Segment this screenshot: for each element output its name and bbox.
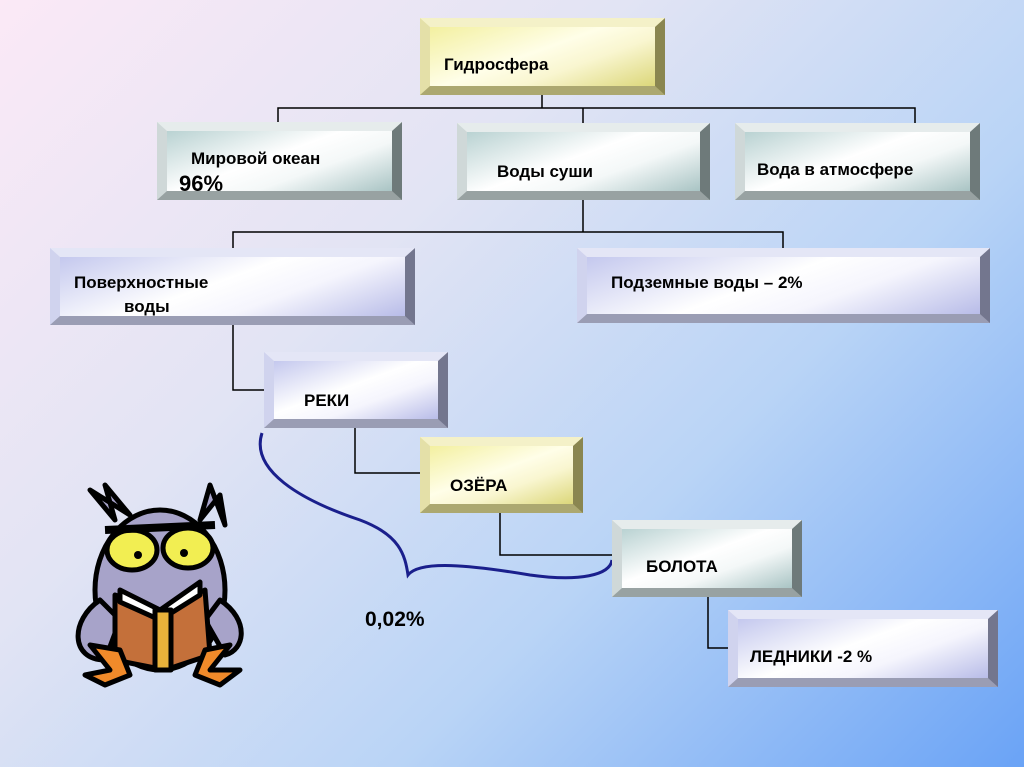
node-lakes: ОЗЁРА — [420, 437, 583, 513]
brace-label: 0,02% — [365, 608, 425, 631]
node-rivers: РЕКИ — [264, 352, 448, 428]
node-surface-waters: Поверхностные воды — [50, 248, 415, 325]
owl-icon — [75, 482, 244, 688]
node-world-ocean: Мировой океан 96% — [157, 122, 402, 200]
node-swamps: БОЛОТА — [612, 520, 802, 597]
node-land-waters: Воды суши — [457, 123, 710, 200]
node-hydrosphere: Гидросфера — [420, 18, 665, 95]
brace-curve — [258, 432, 614, 580]
node-atmosphere-water: Вода в атмосфере — [735, 123, 980, 200]
node-groundwater: Подземные воды – 2% — [577, 248, 990, 323]
node-glaciers: ЛЕДНИКИ -2 % — [728, 610, 998, 687]
